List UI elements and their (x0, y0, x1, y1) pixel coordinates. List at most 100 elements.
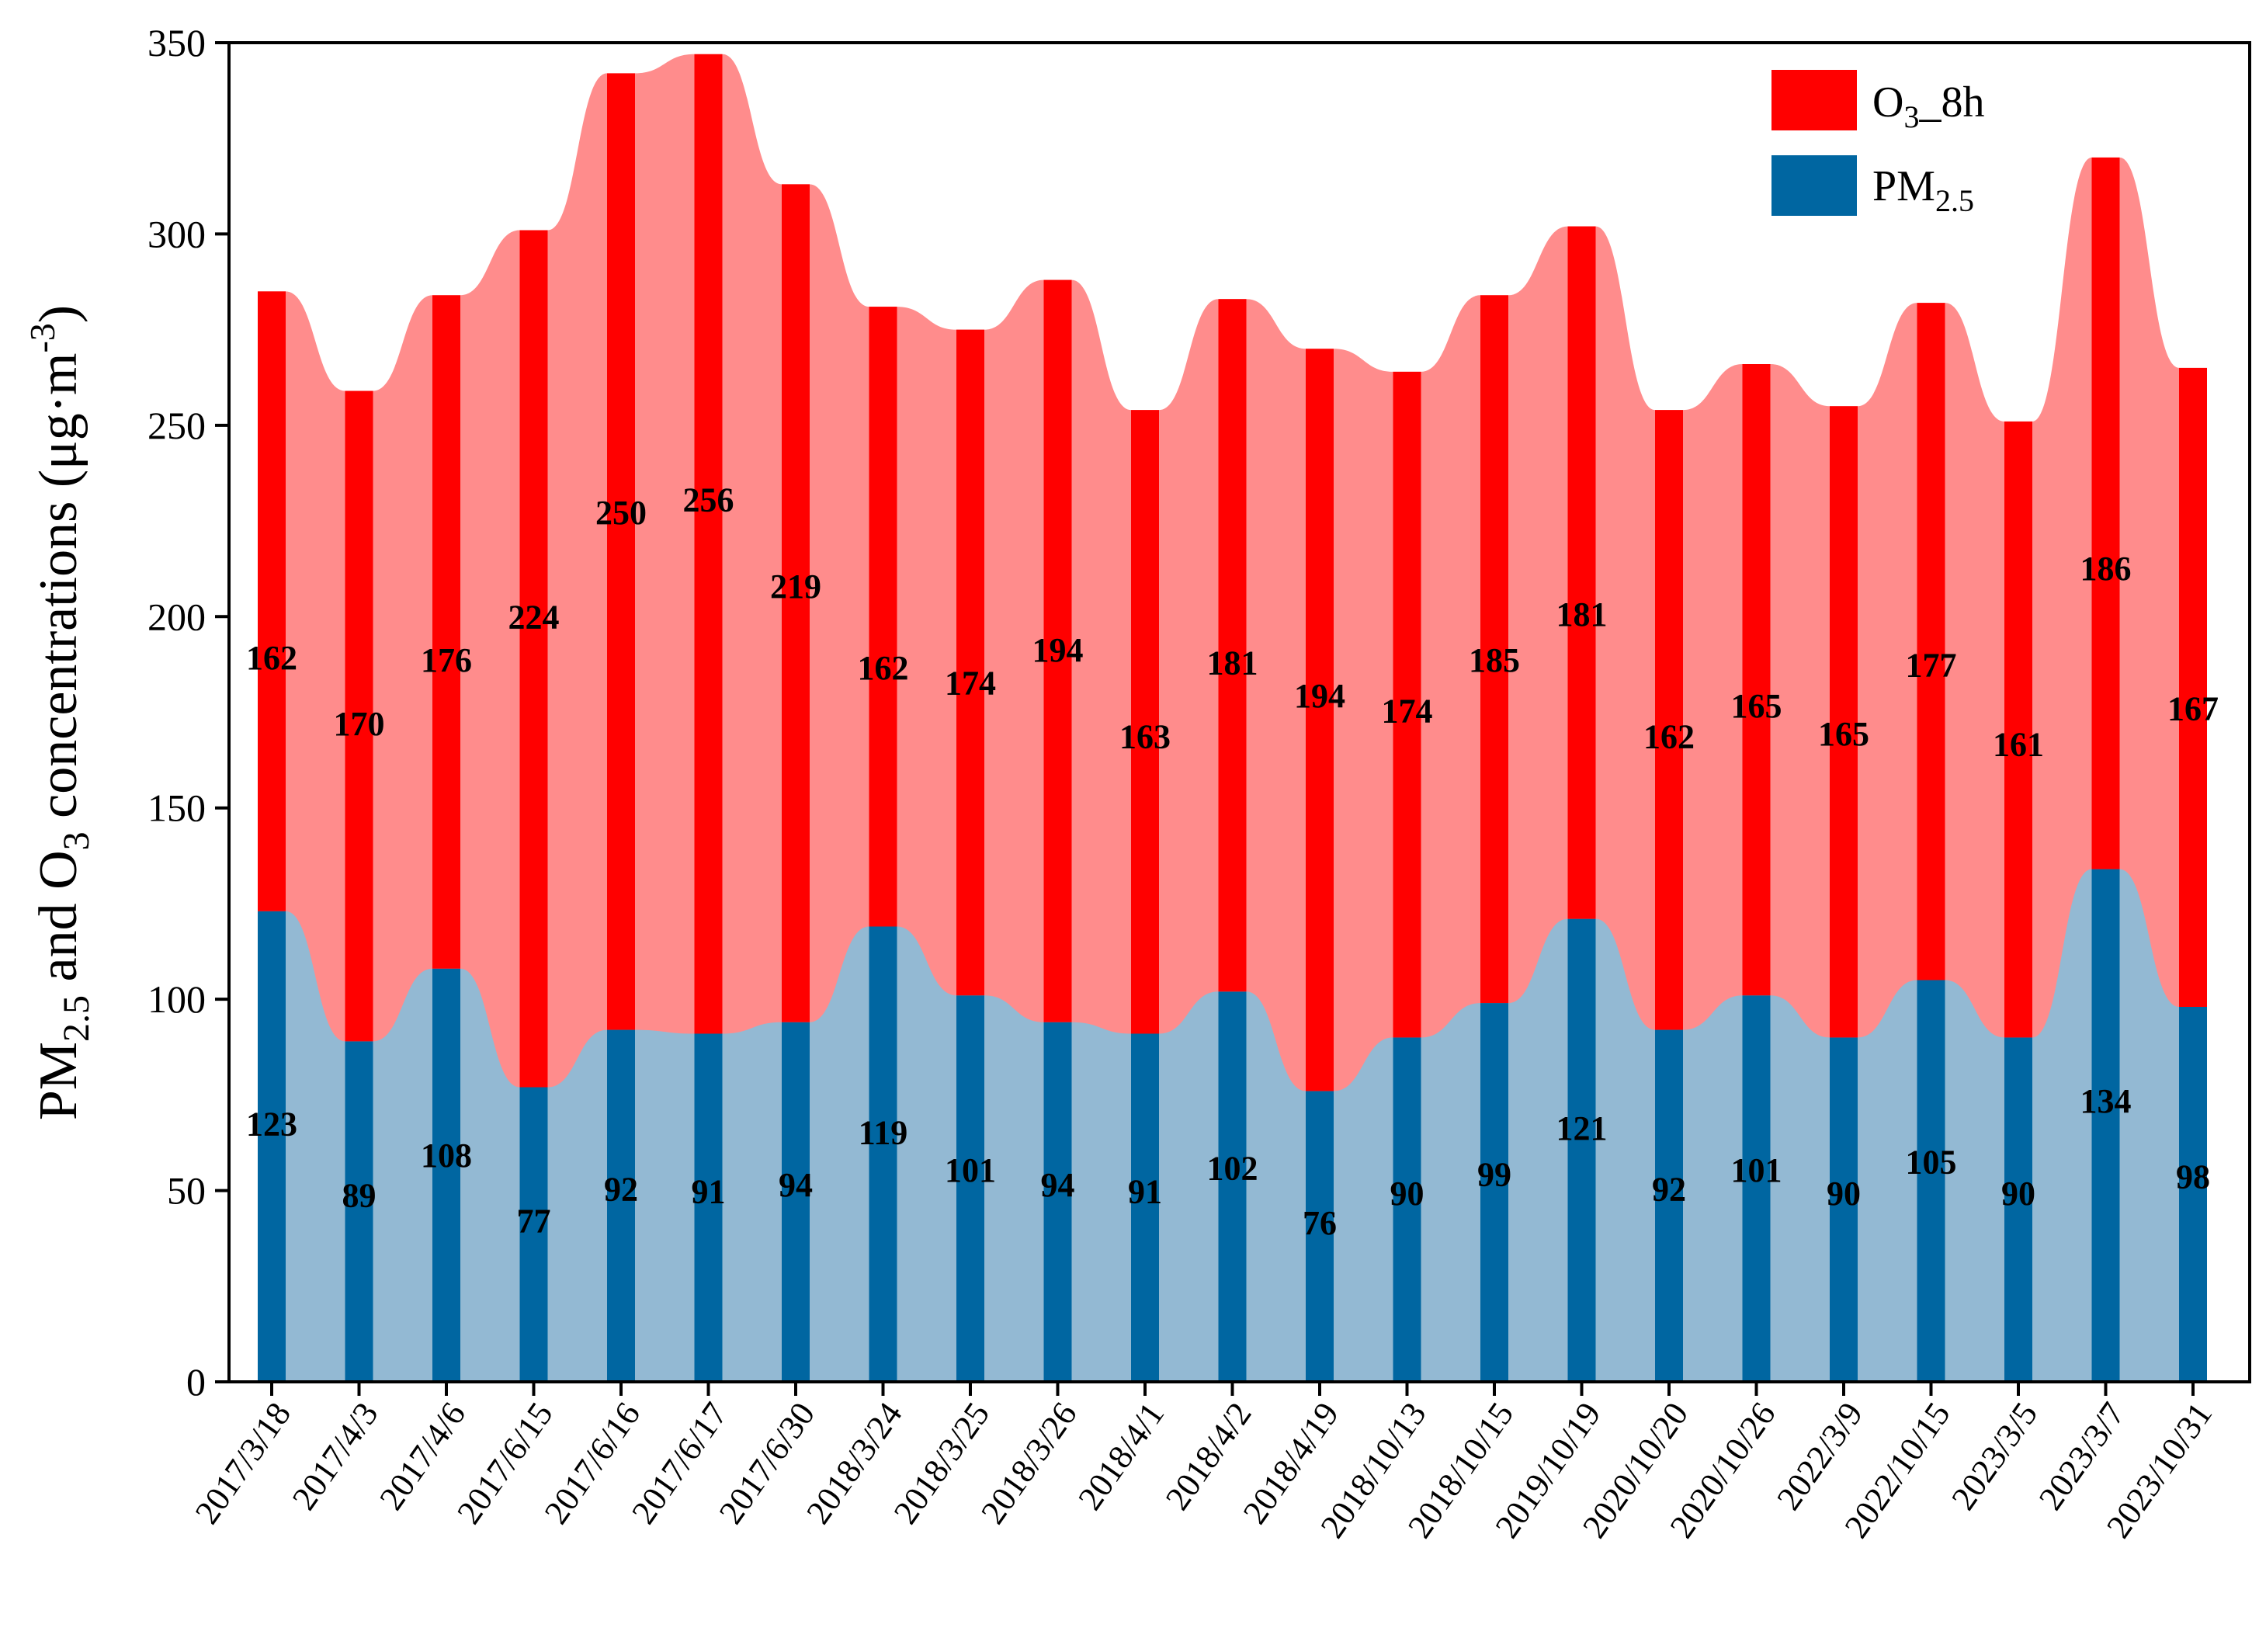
value-label-pm25: 123 (246, 1105, 297, 1144)
value-label-o3: 167 (2167, 689, 2219, 727)
bar-pm25 (519, 1087, 548, 1382)
bar-o3 (1742, 364, 1771, 996)
bar-o3 (519, 230, 548, 1088)
bar-o3 (1043, 279, 1072, 1022)
bar-pm25 (1043, 1022, 1072, 1382)
bar-pm25 (1393, 1037, 1421, 1382)
bar-pm25 (782, 1022, 810, 1382)
bar-o3 (782, 184, 810, 1022)
bar-pm25 (1131, 1033, 1159, 1382)
value-label-pm25: 99 (1477, 1156, 1511, 1194)
value-label-pm25: 94 (779, 1166, 813, 1204)
y-tick-label: 50 (167, 1169, 206, 1213)
legend-label-pm25: PM2.5 (1872, 162, 1974, 218)
value-label-o3: 174 (945, 665, 996, 703)
y-tick-label: 0 (186, 1360, 206, 1404)
bar-pm25 (258, 911, 286, 1382)
value-label-o3: 224 (508, 598, 560, 636)
bar-pm25 (869, 926, 897, 1382)
legend-swatch-pm25 (1771, 155, 1857, 216)
bar-o3 (1567, 226, 1596, 919)
bar-o3 (2091, 157, 2120, 869)
legend-swatch-o3 (1771, 70, 1857, 130)
bar-pm25 (1742, 995, 1771, 1382)
x-tick-label: 2017/4/3 (285, 1396, 386, 1517)
value-label-o3: 219 (770, 567, 821, 606)
bar-o3 (1917, 303, 1945, 980)
bar-o3 (1480, 295, 1508, 1004)
value-label-o3: 177 (1906, 647, 1957, 685)
x-tick-label: 2018/4/1 (1071, 1396, 1171, 1517)
x-tick-label: 2017/3/18 (188, 1396, 298, 1531)
bar-o3 (956, 329, 984, 996)
bar-o3 (869, 307, 897, 927)
value-label-pm25: 90 (1390, 1175, 1424, 1213)
bar-o3 (1306, 349, 1334, 1092)
value-label-o3: 194 (1294, 677, 1345, 715)
value-label-pm25: 101 (1731, 1151, 1782, 1189)
bar-pm25 (956, 995, 984, 1382)
bar-pm25 (2179, 1007, 2207, 1382)
value-label-pm25: 90 (2001, 1175, 2035, 1213)
bar-o3 (1218, 299, 1247, 992)
value-label-o3: 162 (1643, 718, 1695, 756)
value-label-o3: 162 (246, 639, 297, 677)
value-label-pm25: 94 (1041, 1166, 1075, 1204)
value-label-pm25: 102 (1207, 1150, 1258, 1188)
bar-pm25 (1655, 1029, 1683, 1382)
bar-o3 (694, 54, 723, 1034)
value-label-o3: 181 (1556, 595, 1608, 633)
bar-o3 (432, 295, 460, 969)
bar-pm25 (694, 1033, 723, 1382)
value-label-pm25: 101 (945, 1151, 996, 1189)
value-label-o3: 170 (334, 705, 385, 743)
bar-o3 (345, 390, 373, 1042)
legend: O3_8h PM2.5 (1771, 70, 1984, 218)
value-label-o3: 256 (683, 481, 734, 519)
bar-pm25 (1830, 1037, 1858, 1382)
value-label-pm25: 134 (2080, 1082, 2132, 1120)
value-label-pm25: 105 (1906, 1143, 1957, 1181)
value-label-o3: 165 (1731, 687, 1782, 725)
value-labels: 123 162 89 170 108 176 77 224 92 250 91 256 94 219 119… (246, 481, 2219, 1242)
y-tick-label: 150 (147, 786, 206, 830)
x-tick-label: 2023/3/5 (1944, 1396, 2045, 1517)
bar-pm25 (2004, 1037, 2032, 1382)
bar-layer (258, 54, 2207, 1382)
value-label-pm25: 91 (692, 1172, 726, 1210)
bar-o3 (1393, 371, 1421, 1038)
bar-o3 (1830, 406, 1858, 1038)
bar-pm25 (2091, 869, 2120, 1382)
bar-pm25 (1480, 1003, 1508, 1382)
bar-pm25 (607, 1029, 635, 1382)
y-tick-label: 250 (147, 404, 206, 447)
bar-pm25 (432, 968, 460, 1382)
bar-pm25 (1218, 991, 1247, 1382)
value-label-pm25: 108 (421, 1137, 472, 1175)
value-label-o3: 186 (2080, 550, 2132, 588)
value-label-pm25: 119 (859, 1113, 908, 1151)
value-label-o3: 161 (1993, 725, 2044, 763)
bar-pm25 (1306, 1091, 1334, 1382)
value-label-pm25: 77 (517, 1202, 551, 1240)
value-label-o3: 176 (421, 641, 472, 679)
bar-pm25 (345, 1041, 373, 1382)
bar-o3 (2004, 421, 2032, 1038)
bar-pm25 (1917, 980, 1945, 1382)
y-tick-label: 100 (147, 977, 206, 1021)
bar-o3 (258, 291, 286, 911)
value-label-pm25: 121 (1556, 1109, 1608, 1147)
y-axis-title: PM2.5 and O3 concentrations (μg·m-3) (23, 305, 97, 1120)
y-tick-label: 300 (147, 212, 206, 255)
bar-o3 (2179, 367, 2207, 1007)
value-label-o3: 194 (1032, 631, 1084, 669)
bar-pm25 (1567, 918, 1596, 1382)
value-label-o3: 165 (1818, 715, 1869, 753)
value-label-pm25: 76 (1303, 1204, 1337, 1242)
value-label-o3: 163 (1119, 718, 1171, 756)
value-label-o3: 174 (1382, 692, 1433, 731)
value-label-pm25: 98 (2176, 1157, 2210, 1196)
value-label-pm25: 89 (342, 1177, 376, 1215)
value-label-o3: 181 (1207, 644, 1258, 682)
value-label-pm25: 92 (604, 1171, 638, 1209)
